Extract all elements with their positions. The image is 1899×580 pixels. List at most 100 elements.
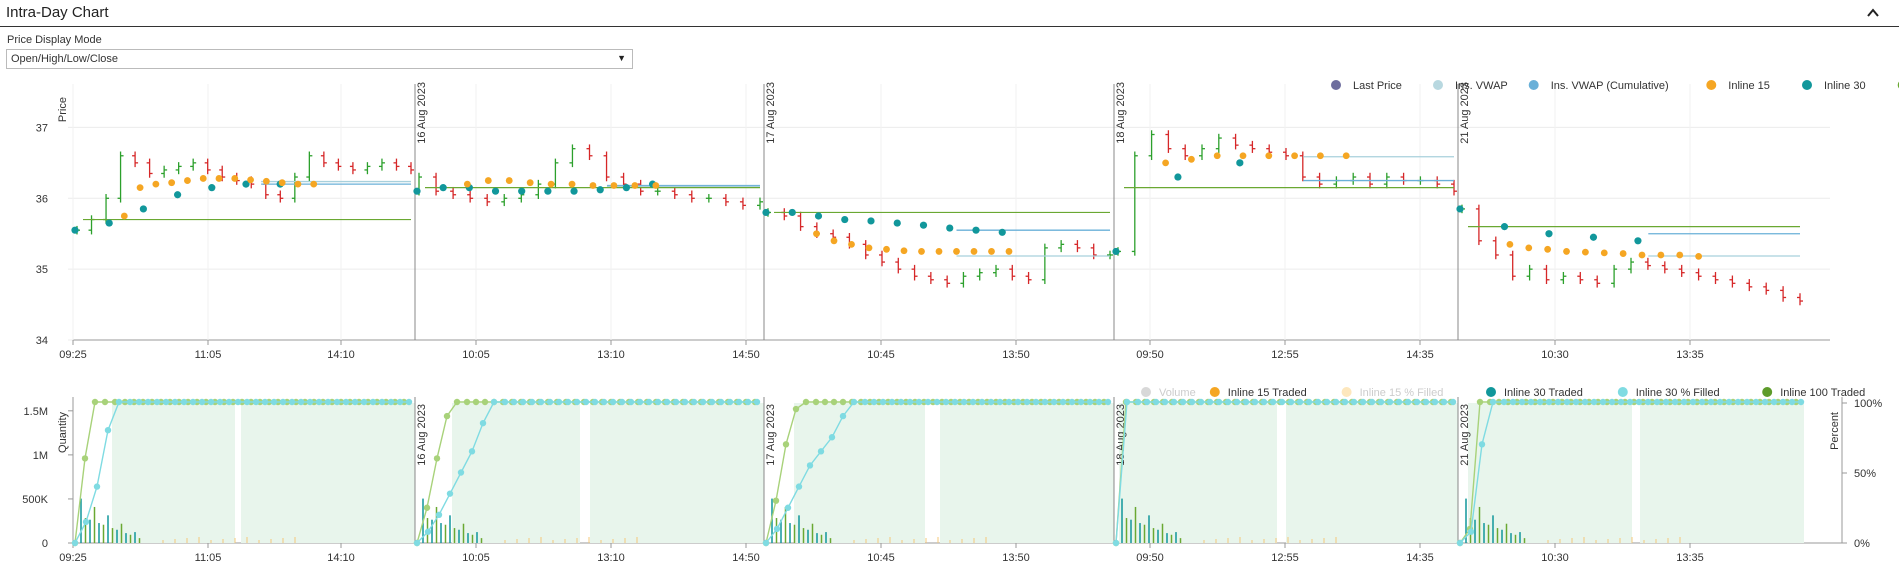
- inline-30-pct-filled-point: [1041, 398, 1049, 406]
- inline-30-pct-filled-point: [817, 448, 825, 455]
- inline-30-point: [893, 219, 901, 227]
- inline-30-pct-filled-point: [93, 483, 101, 490]
- inline-30-pct-filled-point: [104, 427, 112, 434]
- inline-30-pct-filled-point: [951, 398, 959, 406]
- chevron-up-icon[interactable]: [1865, 6, 1881, 20]
- inline-30-pct-filled-point: [744, 398, 752, 406]
- inline-30-pct-filled-point: [198, 398, 206, 406]
- price-x-tick: 14:50: [732, 349, 760, 361]
- inline-100-pct-filled-point: [782, 441, 790, 448]
- inline-30-pct-filled-point: [784, 504, 792, 511]
- inline-30-pct-filled-point: [663, 398, 671, 406]
- inline-30-pct-filled-point: [333, 398, 341, 406]
- volume-legend-marker: [1762, 387, 1773, 397]
- inline-30-pct-filled-point: [501, 398, 509, 406]
- inline-30-pct-filled-point: [708, 398, 716, 406]
- inline-30-pct-filled-point: [1478, 441, 1486, 448]
- inline-30-pct-filled-point: [528, 398, 536, 406]
- inline-30-point: [71, 226, 79, 234]
- inline-100-pct-filled-point: [772, 497, 780, 504]
- intraday-chart: 37 36 35 34 Price 09:25 11:05 14:10 10:05 13:10 14…: [22, 80, 1899, 564]
- inline-30-pct-filled-point: [378, 398, 386, 406]
- inline-30-pct-filled-point: [969, 398, 977, 406]
- inline-15-point: [589, 182, 597, 189]
- inline-100-pct-filled-point: [839, 398, 847, 406]
- inline-15-point: [215, 175, 223, 182]
- inline-15-point: [136, 184, 144, 192]
- inline-30-pct-filled-point: [1644, 398, 1652, 406]
- inline-30-pct-filled-point: [1023, 398, 1031, 406]
- inline-15-point: [484, 177, 492, 184]
- inline-30-pct-filled-point: [1797, 398, 1805, 406]
- inline-30-pct-filled-point: [609, 398, 617, 406]
- inline-15-point: [1544, 245, 1552, 253]
- inline-30-point: [596, 186, 604, 194]
- inline-100-pct-filled-point: [821, 398, 829, 406]
- inline-15-point: [1239, 152, 1247, 160]
- inline-30-pct-filled-point: [1545, 398, 1553, 406]
- inline-30-point: [1589, 233, 1598, 241]
- inline-30-pct-filled-point: [879, 398, 887, 406]
- inline-30-pct-filled-point: [243, 398, 251, 406]
- price-legend-marker: [1528, 80, 1539, 90]
- inline-30-pct-filled-point: [1242, 398, 1250, 406]
- inline-30-pct-filled-point: [1536, 398, 1544, 406]
- volume-legend-marker: [1486, 387, 1496, 397]
- inline-30-pct-filled-point: [144, 398, 152, 406]
- volume-x-tick: 11:05: [195, 552, 222, 564]
- volume-x-tick: 14:50: [732, 552, 760, 564]
- inline-30-pct-filled-point: [1314, 398, 1322, 406]
- inline-30-pct-filled-point: [1095, 398, 1103, 406]
- panel-title: Intra-Day Chart: [6, 4, 109, 21]
- price-legend-marker: [1433, 80, 1443, 90]
- inline-15-point: [463, 180, 471, 188]
- inline-30-pct-filled-point: [924, 398, 932, 406]
- day-separator-label: 21 Aug 2023: [1459, 82, 1471, 144]
- inline-30-pct-filled-point: [1032, 398, 1040, 406]
- inline-30-pct-filled-point: [906, 398, 914, 406]
- inline-30-pct-filled-point: [1449, 398, 1457, 406]
- inline-30-point: [1634, 237, 1642, 245]
- inline-30-pct-filled-point: [537, 398, 545, 406]
- inline-30-pct-filled-point: [636, 398, 644, 406]
- day-separator-label: 16 Aug 2023: [416, 404, 428, 466]
- inline-30-pct-filled-point: [1005, 398, 1013, 406]
- inline-30-pct-filled-point: [1395, 398, 1403, 406]
- price-x-tick: 13:35: [1676, 349, 1704, 361]
- inline-30-pct-filled-point: [672, 398, 680, 406]
- inline-30-pct-filled-point: [960, 398, 968, 406]
- price-x-tick: 13:50: [1002, 349, 1030, 361]
- volume-y-tick: 1.5M: [24, 406, 48, 418]
- inline-15-point: [830, 237, 838, 245]
- inline-15-point: [918, 248, 925, 255]
- inline-30-pct-filled-point: [468, 448, 476, 455]
- inline-15-point: [1265, 152, 1273, 160]
- inline-30-point: [1174, 173, 1182, 181]
- inline-30-pct-filled-point: [171, 398, 179, 406]
- inline-30-pct-filled-point: [1440, 398, 1448, 406]
- inline-30-pct-filled-point: [1527, 398, 1535, 406]
- inline-30-point: [439, 184, 447, 192]
- inline-30-pct-filled-point: [135, 398, 143, 406]
- inline-30-pct-filled-point: [806, 462, 814, 469]
- inline-30-pct-filled-point: [1161, 398, 1169, 406]
- display-mode-label: Price Display Mode: [7, 34, 102, 46]
- inline-30-pct-filled-point: [387, 398, 395, 406]
- inline-15-point: [1005, 248, 1013, 255]
- percent-y-tick: 0%: [1854, 538, 1870, 550]
- inline-30-pct-filled-point: [510, 398, 518, 406]
- inline-30-pct-filled-point: [1635, 398, 1643, 406]
- inline-30-pct-filled-point: [1233, 398, 1241, 406]
- inline-30-point: [139, 205, 147, 213]
- display-mode-select[interactable]: Open/High/Low/Close ▼: [6, 49, 633, 69]
- inline-30-pct-filled-point: [1431, 398, 1439, 406]
- inline-15-point: [1563, 248, 1570, 255]
- inline-30-pct-filled-point: [942, 398, 950, 406]
- inline-30-pct-filled-point: [342, 398, 350, 406]
- execution-window-band: [1286, 403, 1458, 543]
- inline-30-pct-filled-point: [1500, 398, 1508, 406]
- inline-30-pct-filled-point: [1581, 398, 1589, 406]
- inline-30-pct-filled-point: [1518, 398, 1526, 406]
- inline-15-point: [1291, 152, 1298, 160]
- volume-legend-marker: [1617, 387, 1628, 397]
